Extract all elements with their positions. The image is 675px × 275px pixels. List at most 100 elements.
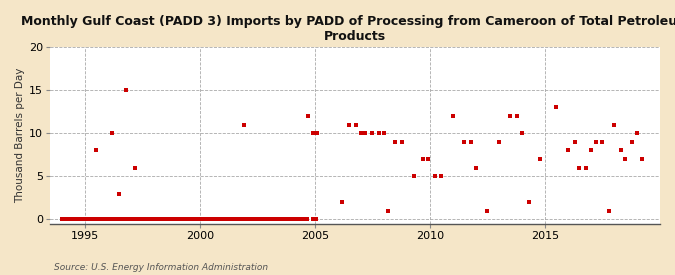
Point (173, 217, 184, 222)
Point (60, 217, 71, 222)
Title: Monthly Gulf Coast (PADD 3) Imports by PADD of Processing from Cameroon of Total: Monthly Gulf Coast (PADD 3) Imports by P… (20, 15, 675, 43)
Point (227, 217, 238, 222)
Point (81, 217, 92, 222)
Point (418, 157, 429, 161)
Point (142, 217, 153, 222)
Point (202, 217, 213, 222)
Point (238, 122, 249, 127)
Point (436, 174, 447, 178)
Point (296, 217, 307, 222)
Point (356, 131, 367, 135)
Point (104, 217, 115, 222)
Point (140, 217, 151, 222)
Point (254, 217, 265, 222)
Point (91, 148, 102, 153)
Point (248, 217, 259, 222)
Point (265, 217, 276, 222)
Point (307, 131, 318, 135)
Point (196, 217, 207, 222)
Point (130, 166, 141, 170)
Point (179, 217, 190, 222)
Point (206, 217, 217, 222)
Point (213, 217, 224, 222)
Point (92, 217, 103, 222)
Point (408, 174, 419, 178)
Point (236, 217, 247, 222)
Point (609, 122, 620, 127)
Point (271, 217, 282, 222)
Point (192, 217, 203, 222)
Point (215, 217, 226, 222)
Point (429, 174, 440, 178)
Point (286, 217, 297, 222)
Point (277, 217, 288, 222)
Point (156, 217, 167, 222)
Point (58, 217, 69, 222)
Point (637, 157, 647, 161)
Point (263, 217, 274, 222)
Point (244, 217, 255, 222)
Point (128, 217, 138, 222)
Point (169, 217, 180, 222)
Point (56, 217, 67, 222)
Point (219, 217, 230, 222)
Point (466, 140, 477, 144)
Point (135, 217, 146, 222)
Point (590, 140, 601, 144)
Point (260, 217, 271, 222)
Point (162, 217, 173, 222)
Point (76, 217, 86, 222)
Point (367, 131, 378, 135)
Point (62, 217, 73, 222)
Point (374, 131, 385, 135)
Text: Source: U.S. Energy Information Administration: Source: U.S. Energy Information Administ… (54, 263, 268, 272)
Point (177, 217, 188, 222)
Point (83, 217, 94, 222)
Point (298, 217, 308, 222)
Point (190, 217, 201, 222)
Point (204, 217, 215, 222)
Point (482, 209, 493, 213)
Point (285, 217, 296, 222)
Point (620, 157, 631, 161)
Point (505, 114, 516, 118)
Point (337, 200, 348, 204)
Point (246, 217, 257, 222)
Point (302, 114, 313, 118)
Point (171, 217, 182, 222)
Point (256, 217, 267, 222)
Point (258, 217, 269, 222)
Point (312, 131, 323, 135)
Point (107, 131, 117, 135)
Point (512, 114, 522, 118)
Point (66, 217, 77, 222)
Point (181, 217, 192, 222)
Point (459, 140, 470, 144)
Point (154, 217, 165, 222)
Point (119, 217, 130, 222)
Point (139, 217, 150, 222)
Point (300, 217, 310, 222)
Point (108, 217, 119, 222)
Point (261, 217, 272, 222)
Point (64, 217, 75, 222)
Point (223, 217, 234, 222)
Point (238, 217, 249, 222)
Point (85, 217, 96, 222)
Point (151, 217, 161, 222)
Point (231, 217, 242, 222)
Point (242, 217, 253, 222)
Point (581, 166, 592, 170)
Point (344, 122, 355, 127)
Point (68, 217, 79, 222)
Point (160, 217, 171, 222)
Point (279, 217, 290, 222)
Point (273, 217, 284, 222)
Point (616, 148, 626, 153)
Point (551, 105, 562, 109)
Point (235, 217, 246, 222)
Point (351, 122, 362, 127)
Point (233, 217, 244, 222)
Point (379, 131, 389, 135)
Point (78, 217, 88, 222)
